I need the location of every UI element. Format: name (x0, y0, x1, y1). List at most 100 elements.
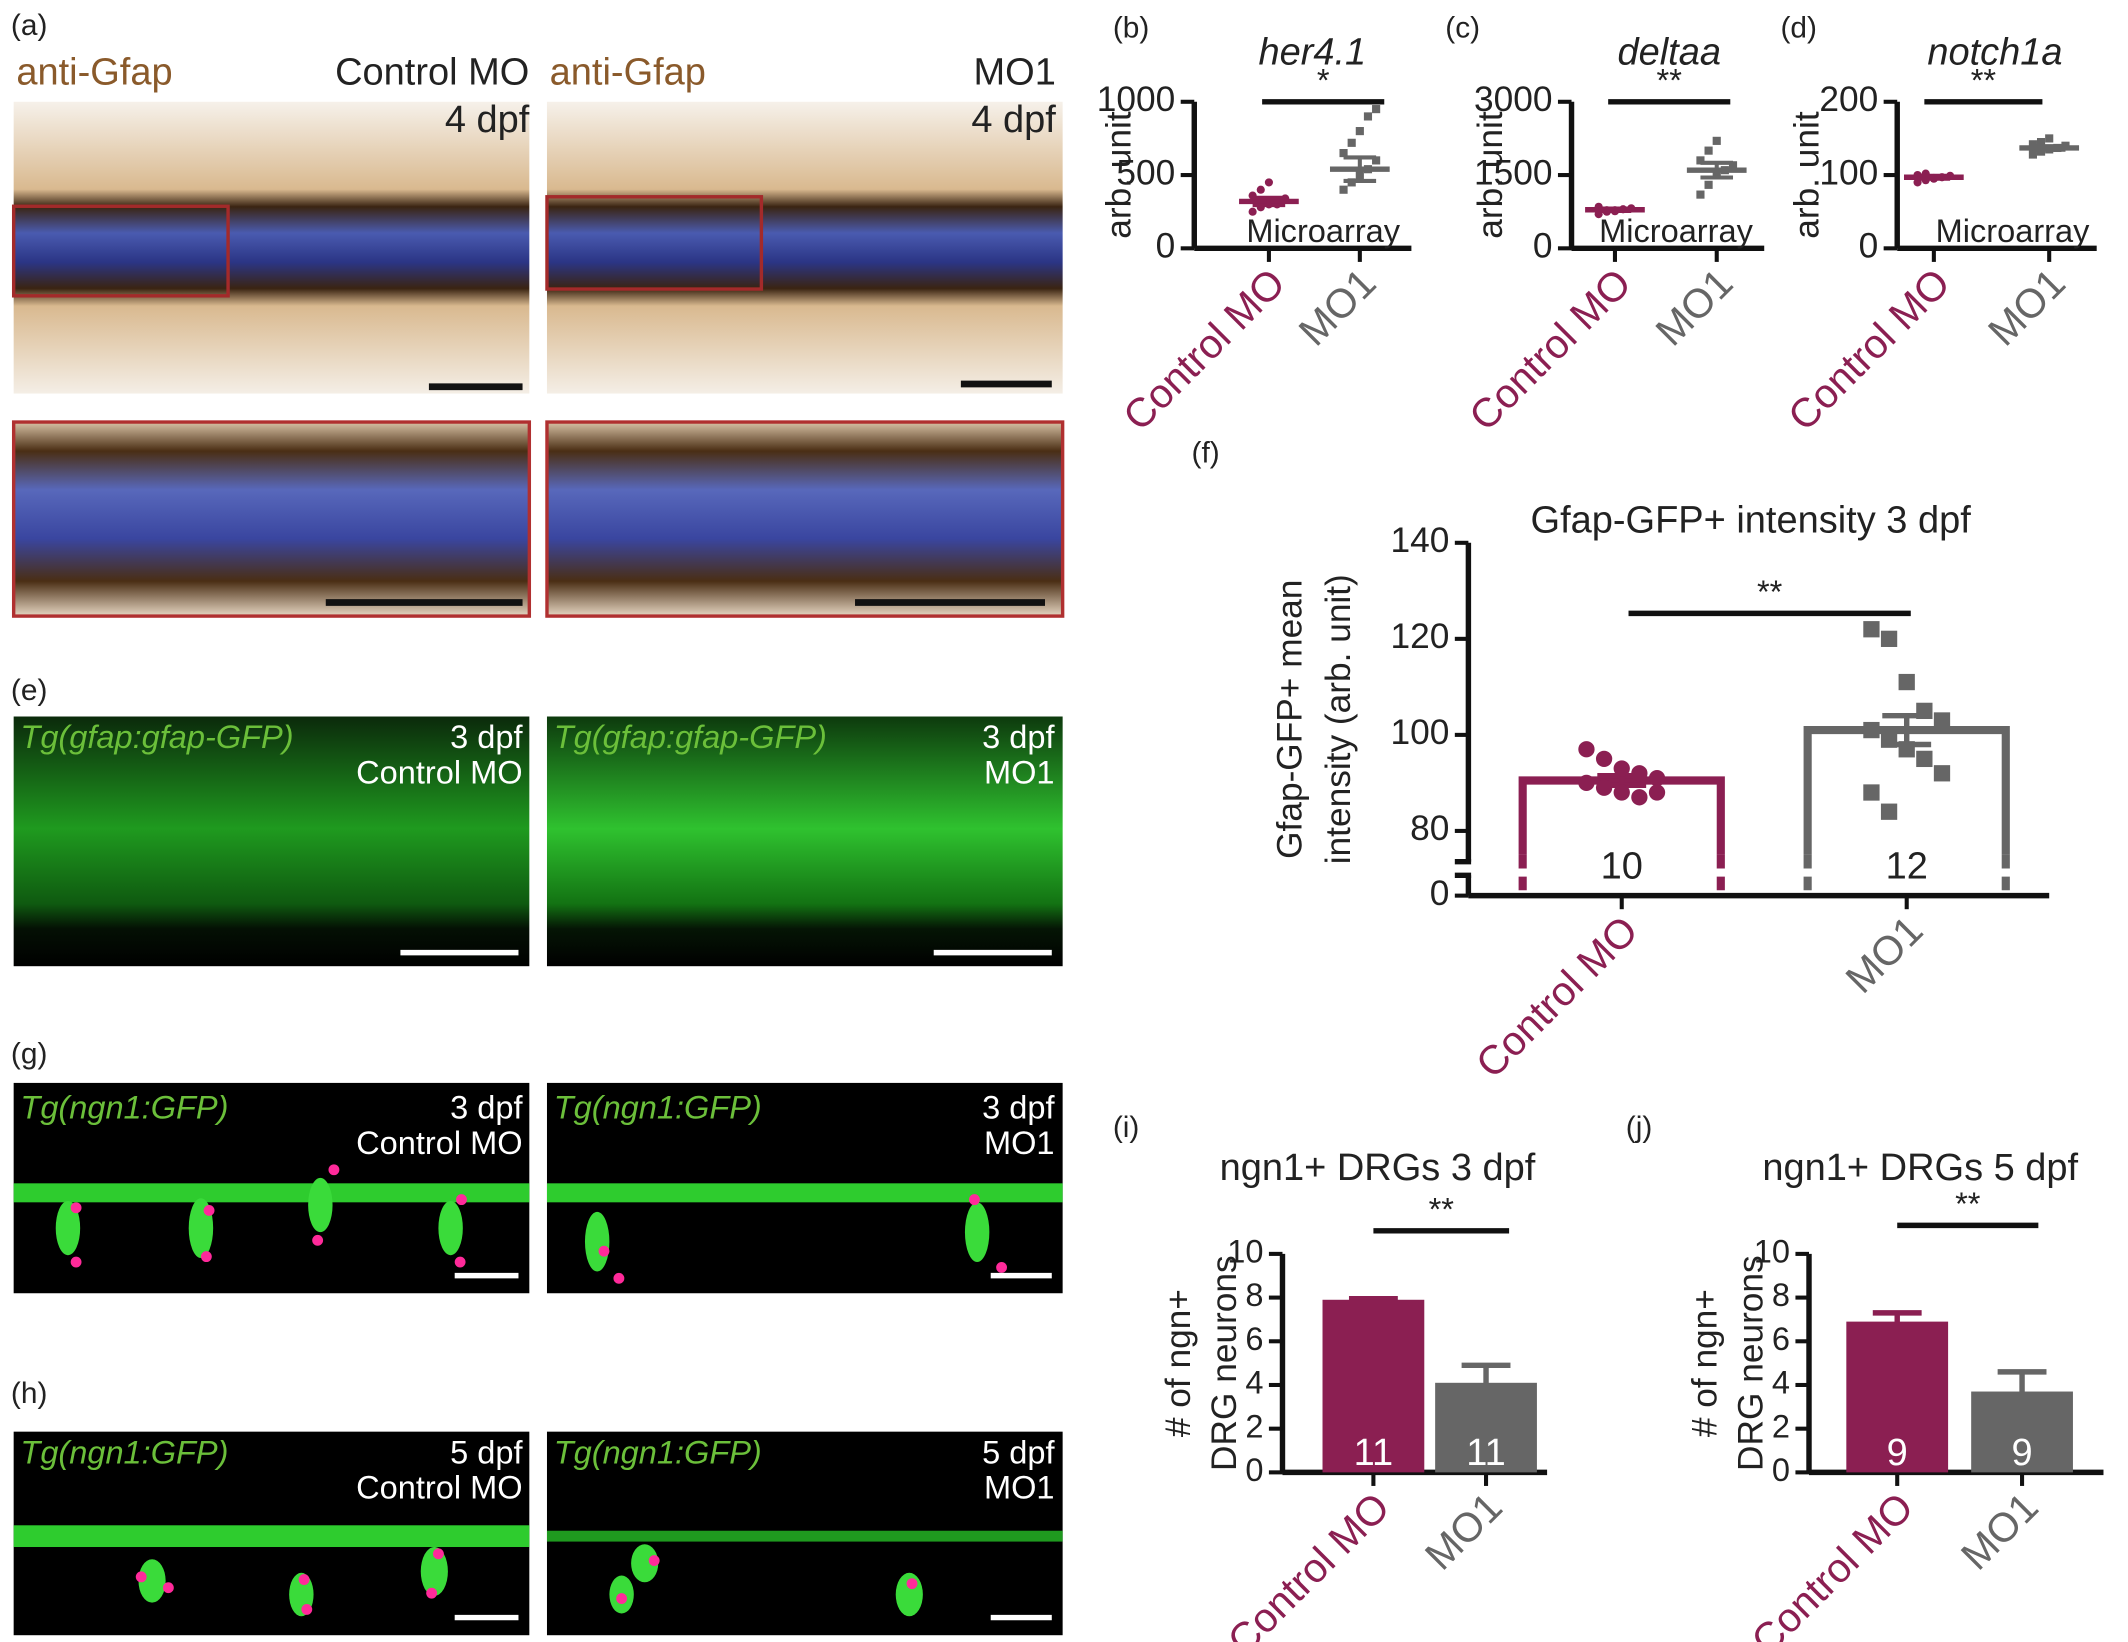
chart-title: deltaa (1617, 31, 1721, 73)
n-label: 9 (2011, 1432, 2032, 1474)
bar (1435, 1382, 1537, 1473)
x-tick-label: MO1 (1290, 260, 1385, 355)
y-tick-label: 6 (1772, 1321, 1790, 1357)
y-tick-label: 100 (1819, 153, 1878, 192)
x-tick-label: Control MO (1114, 260, 1294, 440)
data-point (1339, 185, 1348, 194)
image-label: Tg(ngn1:GFP) (20, 1090, 228, 1126)
y-tick-label: 120 (1391, 617, 1450, 656)
x-tick-label: Control MO (1467, 907, 1647, 1087)
y-tick-label: 0 (1772, 1452, 1790, 1488)
data-point (1339, 149, 1348, 158)
image-label: Control MO (356, 754, 522, 790)
data-point (1880, 803, 1898, 820)
significance-label: ** (1757, 574, 1783, 610)
data-point (1372, 105, 1381, 114)
data-point (1631, 765, 1648, 782)
data-point (1728, 161, 1738, 170)
data-point (2028, 150, 2037, 159)
data-point (1648, 784, 1666, 801)
y-tick-label: 500 (1116, 153, 1175, 192)
data-point (1631, 789, 1648, 806)
fluorescence-image (13, 1431, 1063, 1636)
y-axis-label: arb. unit (1471, 111, 1510, 239)
y-tick-label: 80 (1410, 809, 1449, 848)
image-label: Control MO (356, 1470, 522, 1506)
image-label: 5 dpf (450, 1434, 523, 1470)
y-axis-label: arb. unit (1099, 111, 1138, 239)
y-tick-label: 1500 (1474, 153, 1552, 192)
fluorescence-image (13, 716, 1063, 967)
data-point (1595, 779, 1613, 796)
data-point (1898, 673, 1915, 691)
panel-label: (e) (11, 674, 47, 707)
y-tick-label: 0 (1156, 227, 1176, 266)
y-tick-label: 10 (1227, 1233, 1263, 1269)
n-label: 10 (1601, 846, 1643, 888)
image-label: MO1 (984, 754, 1055, 790)
image-label: 3 dpf (982, 719, 1055, 755)
y-tick-label: 200 (1819, 80, 1878, 119)
data-point (1696, 190, 1705, 199)
x-tick-label: MO1 (1647, 260, 1742, 355)
data-point (1578, 774, 1595, 792)
y-tick-label: 10 (1754, 1233, 1790, 1269)
y-tick-label: 4 (1772, 1365, 1790, 1401)
error-bar (1343, 155, 1377, 183)
bar-break (1803, 854, 2010, 896)
image-label: MO1 (984, 1470, 1055, 1506)
annotation: Microarray (1246, 213, 1400, 249)
chart-title: Gfap-GFP+ intensity 3 dpf (1531, 499, 1972, 541)
significance-label: ** (1971, 62, 1997, 98)
data-point (1933, 712, 1951, 729)
image-label: 4 dpf (445, 99, 530, 141)
data-point (1880, 630, 1898, 647)
data-point (1916, 702, 1933, 720)
chart-title: her4.1 (1258, 31, 1366, 73)
y-tick-label: 6 (1245, 1321, 1263, 1357)
y-tick-label: 1000 (1097, 80, 1175, 119)
data-point (1933, 765, 1951, 782)
y-axis-label: DRG neurons (1732, 1255, 1771, 1471)
n-label: 9 (1887, 1432, 1908, 1474)
panel-label: (j) (1626, 1111, 1653, 1144)
panel-label: (g) (11, 1038, 47, 1071)
y-tick-label: 8 (1245, 1277, 1263, 1313)
annotation: Microarray (1936, 213, 2090, 249)
error-bar (1917, 173, 1951, 181)
chart-title: notch1a (1927, 31, 2062, 73)
significance-label: ** (1429, 1191, 1455, 1227)
x-tick-label: MO1 (1979, 260, 2074, 355)
y-axis-label: arb. unit (1787, 111, 1826, 239)
data-point (2045, 134, 2054, 143)
bar (1846, 1321, 1949, 1473)
image-label: Tg(ngn1:GFP) (554, 1090, 762, 1126)
y-tick-label: 8 (1772, 1277, 1790, 1313)
data-point (1256, 185, 1265, 194)
n-label: 11 (1354, 1432, 1393, 1474)
panel-label: (c) (1445, 12, 1480, 45)
data-point (1916, 750, 1933, 768)
y-axis-label: # of ngn+ (1686, 1289, 1725, 1437)
image-label: MO1 (974, 52, 1056, 94)
y-axis-label: Gfap-GFP+ mean (1270, 580, 1309, 859)
chart-title: ngn1+ DRGs 5 dpf (1762, 1147, 2078, 1189)
y-tick-label: 2 (1245, 1408, 1263, 1444)
image-label: anti-Gfap (16, 52, 172, 94)
data-point (1696, 156, 1705, 165)
ihc-image (11, 101, 1065, 618)
panel-label: (a) (11, 9, 47, 42)
fluorescence-image (13, 1082, 1063, 1294)
error-bar (2032, 144, 2066, 152)
bar (1971, 1391, 2073, 1473)
image-label: Control MO (335, 52, 529, 94)
data-point (1578, 741, 1595, 758)
error-bar (1700, 160, 1734, 180)
significance-label: ** (1955, 1186, 1981, 1222)
x-tick-label: Control MO (1219, 1484, 1399, 1642)
error-bar (1598, 206, 1632, 213)
y-tick-label: 0 (1859, 227, 1879, 266)
data-point (1372, 156, 1381, 165)
panel-label: (d) (1781, 12, 1817, 45)
